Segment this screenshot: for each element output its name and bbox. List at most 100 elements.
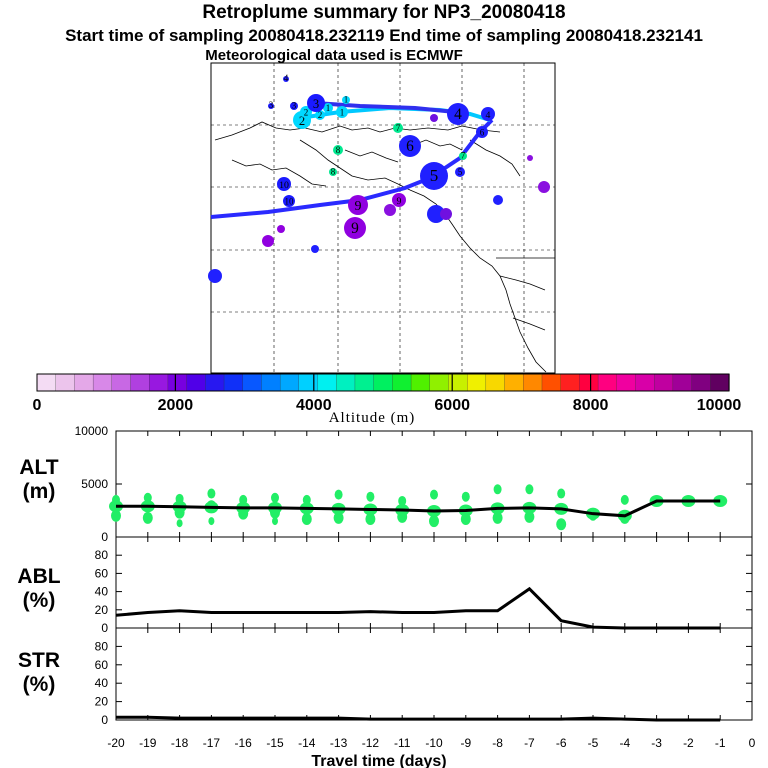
colorbar-cell xyxy=(691,373,711,392)
colorbar-cell xyxy=(635,373,655,392)
colorbar-cell xyxy=(92,373,113,392)
colorbar-cell xyxy=(485,373,506,392)
map-dot xyxy=(277,225,285,233)
alt-label-line2: (m) xyxy=(22,480,56,503)
colorbar-tick-label: 0 xyxy=(33,397,42,414)
alt-panel: 10000 5000 0 xyxy=(75,424,753,544)
alt-spread-marker xyxy=(525,484,534,495)
xtick-label: -14 xyxy=(298,736,316,750)
str-label-line2: (%) xyxy=(22,673,56,696)
map-marker-label: 7 xyxy=(461,150,466,160)
colorbar-cell xyxy=(261,373,281,392)
colorbar-cell xyxy=(111,373,132,392)
abl-ytick-label: 0 xyxy=(101,621,108,635)
alt-ytick-label: 10000 xyxy=(75,424,109,438)
xtick-label: -4 xyxy=(619,736,630,750)
map-dot xyxy=(311,245,319,253)
alt-spread-marker xyxy=(429,515,439,528)
colorbar-cell xyxy=(186,373,206,392)
map-dot xyxy=(262,235,274,247)
str-ytick-label: 40 xyxy=(95,676,109,690)
x-axis-label: Travel time (days) xyxy=(311,753,446,768)
abl-label-line2: (%) xyxy=(22,589,56,612)
colorbar-cell xyxy=(429,373,450,392)
colorbar-cell xyxy=(167,373,188,392)
map-marker-label: 5 xyxy=(458,167,463,177)
alt-series-line xyxy=(116,499,721,518)
abl-label-line1: ABL xyxy=(17,565,61,588)
colorbar-tick-label: 10000 xyxy=(697,397,742,414)
colorbar-tick-label: 6000 xyxy=(434,397,470,414)
colorbar-cell xyxy=(392,373,412,392)
abl-ytick-label: 60 xyxy=(95,566,109,580)
map-marker-day-3 xyxy=(268,103,274,109)
map-marker-label: 2 xyxy=(318,110,323,120)
map-marker-day-9 xyxy=(348,195,368,215)
alt-spread-marker xyxy=(493,484,502,495)
xtick-label: -5 xyxy=(588,736,599,750)
str-ytick-label: 60 xyxy=(95,658,109,672)
alt-spread-marker xyxy=(333,511,344,524)
xtick-label: -12 xyxy=(362,736,380,750)
map-marker-label: 3 xyxy=(292,100,297,110)
alt-spread-marker xyxy=(365,512,376,525)
abl-panel-ylabel: ABL (%) xyxy=(4,565,74,613)
map-marker-day-7 xyxy=(393,123,403,133)
map-marker-day-5 xyxy=(420,162,448,190)
map-dot xyxy=(538,181,550,193)
map-dot xyxy=(384,204,396,216)
colorbar-cell xyxy=(36,373,57,392)
str-panel-ylabel: STR (%) xyxy=(4,649,74,697)
abl-ytick-label: 40 xyxy=(95,585,109,599)
alt-spread-marker xyxy=(620,494,629,505)
xtick-label: -1 xyxy=(715,736,726,750)
map-dot xyxy=(427,205,445,223)
map-marker-day-3 xyxy=(290,102,298,110)
map-dot xyxy=(208,269,222,283)
abl-ytick-label: 20 xyxy=(95,603,109,617)
map-marker-day-4 xyxy=(447,103,469,125)
map-frame xyxy=(210,62,556,374)
colorbar-cell xyxy=(205,373,225,392)
alt-spread-marker xyxy=(461,491,470,502)
colorbar-cell xyxy=(130,373,150,392)
xtick-label: -6 xyxy=(556,736,567,750)
alt-spread-marker xyxy=(557,488,566,499)
colorbar-cell xyxy=(354,373,375,392)
xtick-label: -3 xyxy=(651,736,662,750)
alt-spread-marker xyxy=(142,511,153,524)
map-dot xyxy=(440,208,452,220)
map-marker-label: 9 xyxy=(355,199,362,214)
colorbar-cell xyxy=(336,373,356,392)
map-marker-label: 4 xyxy=(454,106,462,123)
alt-spread-marker xyxy=(272,517,278,526)
colorbar-cell xyxy=(317,373,337,392)
alt-spread-marker xyxy=(301,512,312,525)
map-marker-label: 8 xyxy=(331,166,336,176)
map-marker-day-1 xyxy=(342,96,350,104)
colorbar-cell xyxy=(373,373,394,392)
map-marker-day-2 xyxy=(315,110,325,120)
altitude-colorbar: 0 2000 4000 6000 8000 10000 Altitude (m) xyxy=(33,373,742,426)
map-marker-day-1 xyxy=(323,103,333,113)
map-marker-label: 2 xyxy=(304,108,309,118)
map-marker-label: 9 xyxy=(351,220,359,237)
chart-title: Retroplume summary for NP3_20080418 xyxy=(202,2,566,23)
colorbar-cell xyxy=(448,373,468,392)
colorbar-cell xyxy=(149,373,169,392)
map-marker-day-7 xyxy=(459,152,467,160)
map-marker-label: 3 xyxy=(269,100,274,110)
alt-spread-marker xyxy=(176,519,183,528)
trajectory-main xyxy=(210,118,494,219)
colorbar-cell xyxy=(616,373,637,392)
str-ytick-label: 80 xyxy=(95,639,109,653)
colorbar-cell xyxy=(710,373,730,392)
map-marker-day-4 xyxy=(283,76,289,82)
colorbar-cell xyxy=(467,373,487,392)
colorbar-tick-label: 2000 xyxy=(158,397,194,414)
alt-spread-marker xyxy=(524,510,535,523)
colorbar-cell xyxy=(504,373,524,392)
